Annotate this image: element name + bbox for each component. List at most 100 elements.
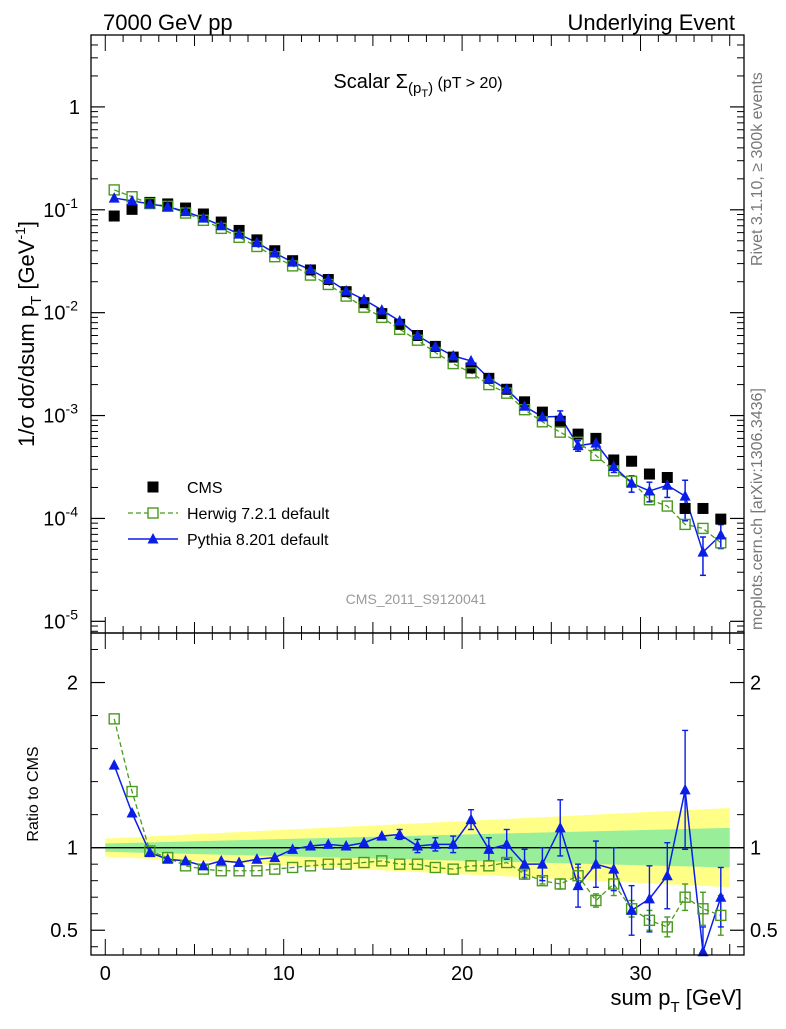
cms-data-point: [697, 502, 709, 514]
ratio-y-tick-label-left: 1: [67, 838, 78, 860]
legend-cms-marker: [147, 481, 159, 493]
pythia-line: [114, 197, 722, 554]
pythia-point: [519, 400, 531, 411]
ratio-pythia-point: [447, 838, 459, 849]
mcplots-label: mcplots.cern.ch [arXiv:1306.3436]: [749, 388, 766, 630]
ratio-pythia-point: [590, 858, 602, 869]
ratio-pythia-point: [715, 891, 727, 902]
legend-label-data: CMS: [187, 480, 223, 497]
cms-data-point: [108, 210, 120, 222]
ratio-pythia-point: [608, 863, 620, 874]
pythia-point: [626, 477, 638, 488]
ratio-herwig-point: [126, 785, 138, 798]
ratio-pythia-point: [162, 853, 174, 864]
main-y-tick-label: 10-5: [43, 606, 78, 633]
pythia-point: [144, 197, 156, 209]
ratio-herwig-point: [465, 860, 477, 872]
cms-data-point: [626, 455, 638, 467]
ratio-herwig-point: [715, 909, 727, 922]
pythia-point: [180, 205, 192, 217]
ratio-pythia-point: [394, 828, 406, 839]
ratio-herwig-line: [113, 718, 722, 928]
x-tick-label: 30: [629, 963, 651, 985]
ratio-herwig-point: [643, 914, 656, 927]
ratio-herwig-point: [679, 891, 691, 903]
main-panel: 1 10-1 10-2 10-3 10-4 10-5 Scalar Σ(pT) (pT >…: [12, 34, 745, 634]
cms-data-point: [715, 513, 727, 525]
ratio-y-tick-label-right: 0.5: [750, 920, 778, 942]
ratio-pythia-point: [126, 806, 138, 818]
pythia-point: [572, 439, 584, 451]
pythia-point: [304, 263, 316, 275]
main-y-tick-label: 10-1: [43, 195, 78, 222]
pythia-point: [358, 293, 370, 305]
main-y-tick-label: 10-2: [43, 298, 78, 325]
pythia-point: [679, 490, 691, 501]
pythia-point: [554, 410, 566, 421]
pythia-point: [536, 410, 548, 422]
ratio-pythia-point: [429, 838, 441, 849]
ratio-pythia-point: [643, 892, 655, 904]
ratio-pythia-point: [358, 836, 370, 848]
ratio-herwig-point: [108, 713, 120, 725]
analysis-watermark: CMS_2011_S9120041: [346, 591, 487, 607]
pythia-point: [108, 192, 120, 203]
ratio-herwig-point: [215, 865, 227, 877]
main-y-axis: 1 10-1 10-2 10-3 10-4 10-5: [43, 34, 744, 633]
ratio-pythia-point: [465, 813, 477, 825]
ratio-herwig-point: [590, 894, 602, 907]
ratio-herwig-point: [429, 861, 442, 874]
ratio-pythia-point: [519, 858, 531, 869]
cms-data-point: [643, 468, 655, 480]
main-x-ticks: [104, 35, 731, 633]
ratio-pythia-point: [197, 859, 209, 871]
pythia-point: [590, 437, 602, 448]
ratio-frame: [90, 632, 745, 956]
x-tick-label: 10: [273, 963, 295, 985]
pythia-point: [287, 256, 299, 267]
plot-title: Scalar Σ(pT) (pT > 20): [333, 71, 502, 100]
ratio-pythia-point: [536, 858, 548, 869]
ratio-series-layer: [108, 713, 727, 957]
ratio-herwig-point: [393, 858, 406, 870]
main-y-tick-label: 10-4: [43, 503, 78, 530]
ratio-pythia-point: [144, 846, 156, 858]
ratio-herwig-point: [518, 868, 531, 880]
ratio-herwig-point: [251, 865, 263, 877]
ratio-pythia-point: [340, 840, 352, 851]
pythia-point: [715, 529, 727, 540]
pythia-point: [412, 329, 423, 340]
ratio-herwig-point: [286, 861, 299, 874]
header-right: Underlying Event: [567, 10, 735, 35]
x-tick-label: 0: [100, 963, 111, 985]
herwig-point: [697, 522, 709, 535]
herwig-point: [590, 449, 602, 462]
ratio-pythia-point: [269, 851, 281, 863]
ratio-herwig-point: [554, 878, 566, 890]
x-tick-label: 20: [451, 963, 473, 985]
ratio-pythia-point: [483, 843, 495, 854]
pythia-point: [465, 354, 477, 366]
ratio-pythia-point: [215, 854, 227, 866]
main-y-tick-label: 10-3: [43, 401, 78, 428]
ratio-herwig-point: [608, 878, 620, 890]
pythia-point: [322, 273, 334, 285]
ratio-y-tick-label-left: 2: [67, 673, 78, 695]
herwig-point: [465, 367, 477, 379]
pythia-point: [126, 194, 138, 206]
ratio-pythia-point: [251, 853, 263, 864]
legend: CMS Herwig 7.2.1 default Pythia 8.201 defa…: [128, 480, 330, 549]
pythia-point: [643, 484, 655, 496]
ratio-pythia-point: [501, 838, 513, 849]
ratio-herwig-point: [411, 858, 424, 870]
legend-label-herwig: Herwig 7.2.1 default: [187, 506, 330, 523]
pythia-point: [483, 372, 495, 383]
pythia-point: [429, 340, 441, 351]
ratio-pythia-point: [661, 869, 673, 881]
ratio-herwig-point: [483, 860, 495, 872]
ratio-y-tick-label-right: 1: [750, 838, 761, 860]
cms-data-point: [554, 415, 566, 427]
herwig-point: [554, 426, 566, 438]
cms-data-point: [572, 428, 584, 440]
